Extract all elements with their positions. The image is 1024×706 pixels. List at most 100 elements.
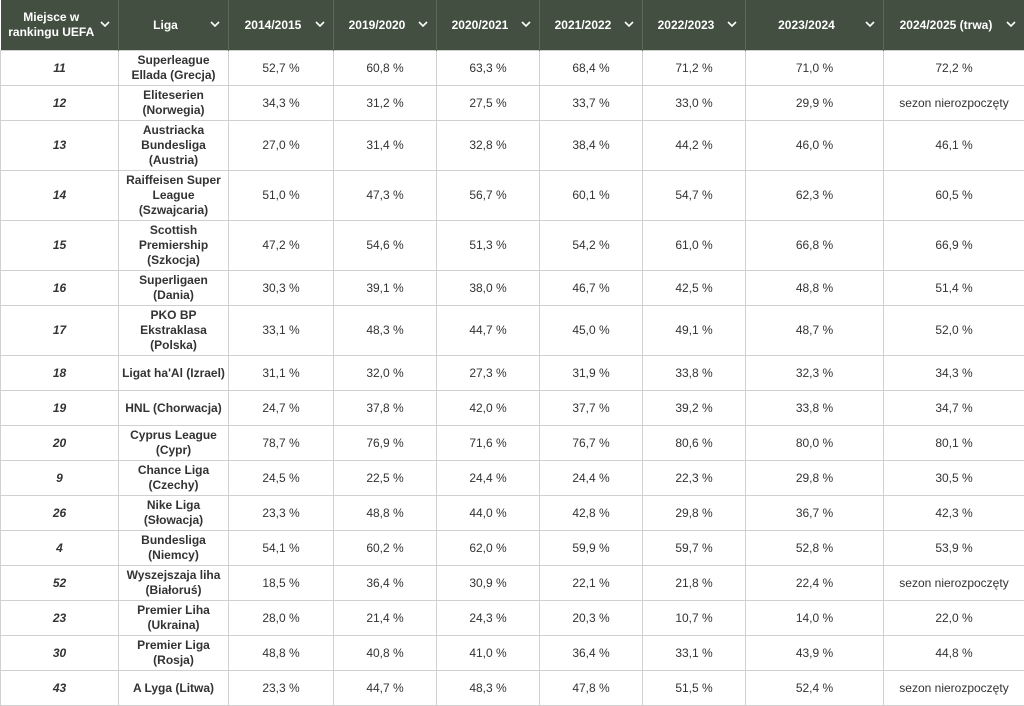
chevron-path (728, 22, 736, 26)
value-cell: 37,7 % (540, 391, 643, 426)
value-cell: 44,2 % (643, 121, 746, 171)
value-cell: 61,0 % (643, 221, 746, 271)
sort-chevron[interactable] (727, 20, 737, 28)
value-cell: 24,3 % (437, 601, 540, 636)
sort-chevron[interactable] (865, 20, 875, 28)
header-label: 2020/2021 (452, 18, 525, 33)
column-header[interactable]: 2019/2020 (334, 0, 437, 51)
chevron-path (625, 22, 633, 26)
league-cell: Austriacka Bundesliga (Austria) (119, 121, 229, 171)
sort-chevron[interactable] (315, 20, 325, 28)
value-cell: 22,0 % (884, 601, 1024, 636)
value-cell: 51,3 % (437, 221, 540, 271)
value-cell: 48,8 % (334, 496, 437, 531)
value-cell: 33,8 % (746, 391, 884, 426)
column-header[interactable]: 2021/2022 (540, 0, 643, 51)
value-cell: sezon nierozpoczęty (884, 566, 1024, 601)
sort-chevron[interactable] (210, 20, 220, 28)
column-header[interactable]: 2020/2021 (437, 0, 540, 51)
value-cell: 47,3 % (334, 171, 437, 221)
chevron-path (1007, 22, 1015, 26)
value-cell: 45,0 % (540, 306, 643, 356)
column-header[interactable]: 2022/2023 (643, 0, 746, 51)
rank-cell: 11 (1, 51, 119, 86)
column-header[interactable]: 2023/2024 (746, 0, 884, 51)
column-header[interactable]: 2014/2015 (229, 0, 334, 51)
sort-chevron[interactable] (418, 20, 428, 28)
value-cell: 44,7 % (334, 671, 437, 706)
league-cell: Cyprus League (Cypr) (119, 426, 229, 461)
value-cell: 41,0 % (437, 636, 540, 671)
rank-cell: 43 (1, 671, 119, 706)
value-cell: 76,7 % (540, 426, 643, 461)
value-cell: 52,4 % (746, 671, 884, 706)
value-cell: 34,3 % (884, 356, 1024, 391)
value-cell: 54,2 % (540, 221, 643, 271)
value-cell: 24,5 % (229, 461, 334, 496)
sort-chevron[interactable] (624, 20, 634, 28)
value-cell: 42,3 % (884, 496, 1024, 531)
value-cell: 31,9 % (540, 356, 643, 391)
value-cell: 80,6 % (643, 426, 746, 461)
header-label: 2014/2015 (245, 18, 318, 33)
value-cell: 30,9 % (437, 566, 540, 601)
value-cell: 48,8 % (746, 271, 884, 306)
value-cell: 21,4 % (334, 601, 437, 636)
value-cell: 54,6 % (334, 221, 437, 271)
rank-cell: 17 (1, 306, 119, 356)
value-cell: 24,7 % (229, 391, 334, 426)
value-cell: 47,2 % (229, 221, 334, 271)
value-cell: 80,1 % (884, 426, 1024, 461)
column-header[interactable]: Miejsce w rankingu UEFA (1, 0, 119, 51)
value-cell: 31,4 % (334, 121, 437, 171)
sort-chevron[interactable] (1006, 20, 1016, 28)
chevron-path (316, 22, 324, 26)
column-header[interactable]: Liga (119, 0, 229, 51)
header-label: 2019/2020 (349, 18, 422, 33)
sort-chevron[interactable] (521, 20, 531, 28)
value-cell: 37,8 % (334, 391, 437, 426)
league-cell: PKO BP Ekstraklasa (Polska) (119, 306, 229, 356)
value-cell: 42,8 % (540, 496, 643, 531)
column-header[interactable]: 2024/2025 (trwa) (884, 0, 1024, 51)
value-cell: 71,6 % (437, 426, 540, 461)
chevron-path (101, 22, 109, 26)
chevron-path (419, 22, 427, 26)
value-cell: 56,7 % (437, 171, 540, 221)
value-cell: 34,7 % (884, 391, 1024, 426)
header-label: 2022/2023 (658, 18, 731, 33)
rank-cell: 14 (1, 171, 119, 221)
value-cell: 51,0 % (229, 171, 334, 221)
sort-chevron[interactable] (100, 20, 110, 28)
header-label: 2024/2025 (trwa) (900, 18, 1009, 33)
league-cell: Wyszejszaja liha (Białoruś) (119, 566, 229, 601)
chevron-path (211, 22, 219, 26)
league-cell: A Lyga (Litwa) (119, 671, 229, 706)
value-cell: 46,7 % (540, 271, 643, 306)
value-cell: 30,3 % (229, 271, 334, 306)
value-cell: 33,1 % (643, 636, 746, 671)
value-cell: 32,3 % (746, 356, 884, 391)
value-cell: 49,1 % (643, 306, 746, 356)
value-cell: 48,3 % (334, 306, 437, 356)
value-cell: 23,3 % (229, 496, 334, 531)
value-cell: 71,0 % (746, 51, 884, 86)
value-cell: 14,0 % (746, 601, 884, 636)
value-cell: 22,1 % (540, 566, 643, 601)
rank-cell: 9 (1, 461, 119, 496)
header-label: 2021/2022 (555, 18, 628, 33)
value-cell: 53,9 % (884, 531, 1024, 566)
value-cell: 47,8 % (540, 671, 643, 706)
value-cell: 72,2 % (884, 51, 1024, 86)
value-cell: 68,4 % (540, 51, 643, 86)
